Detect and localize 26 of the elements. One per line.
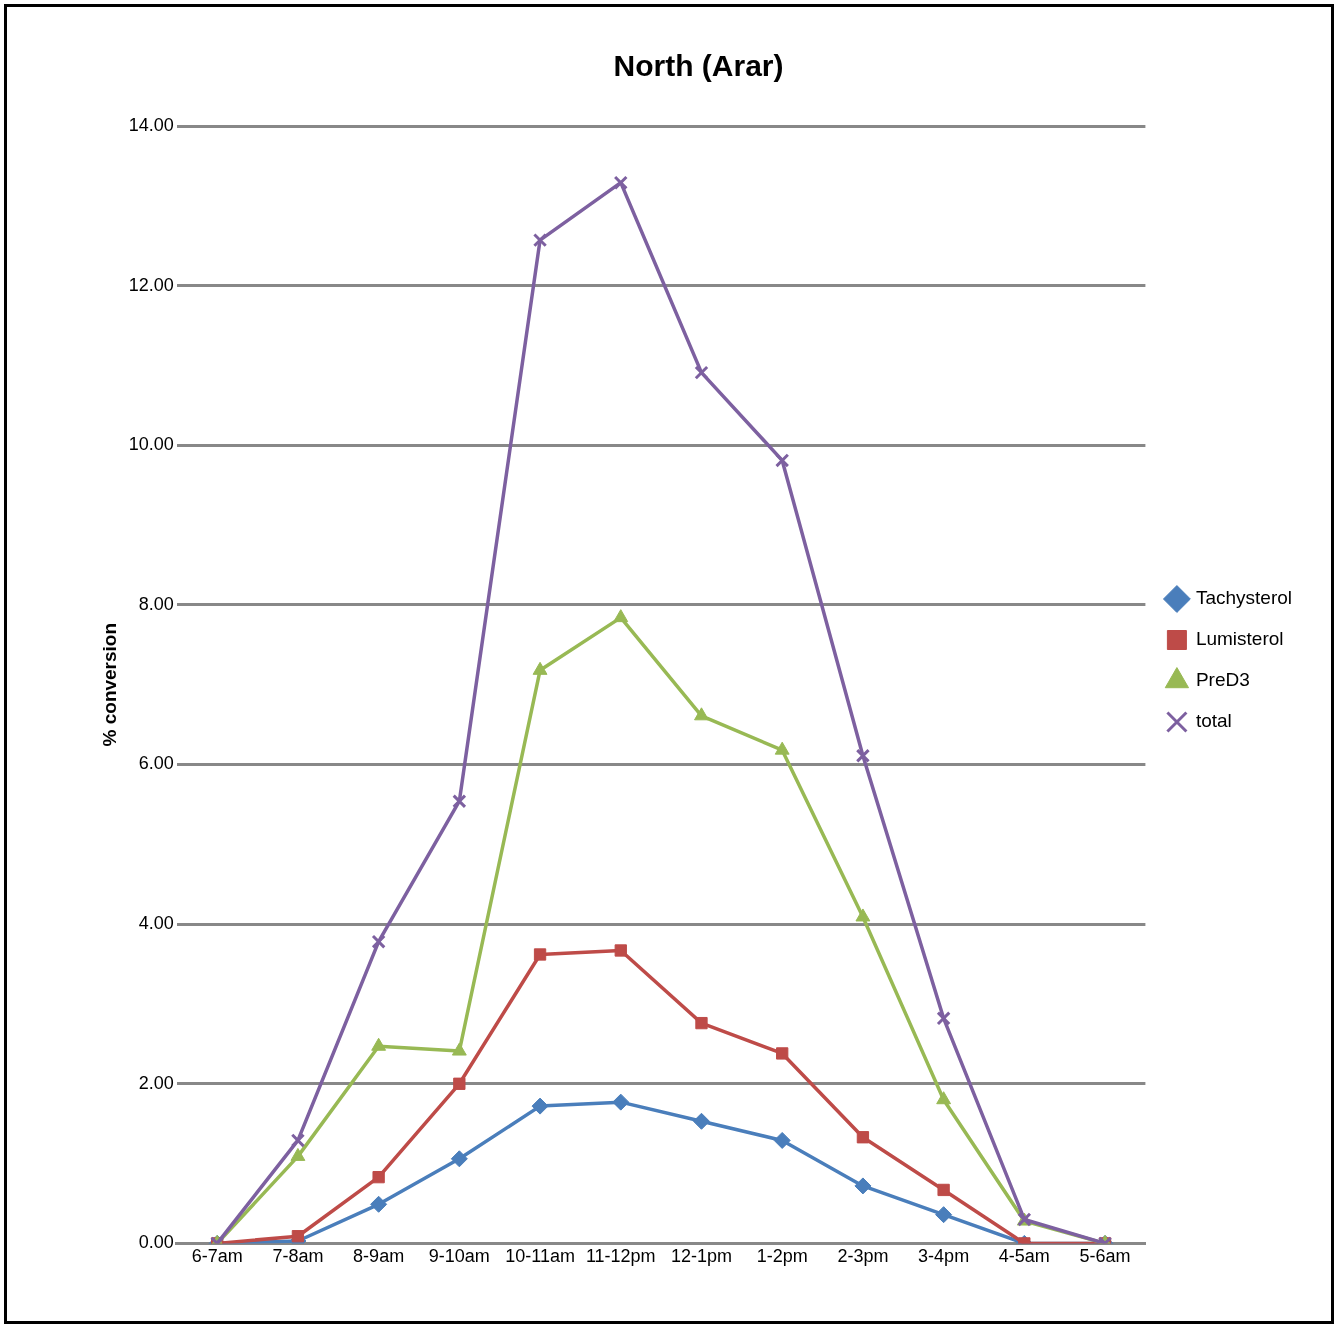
x-tick-label: 12-1pm: [670, 1246, 732, 1267]
x-tick-label: 5-6am: [1079, 1246, 1131, 1267]
legend-label: total: [1195, 710, 1232, 732]
x-tick-label: 3-4pm: [918, 1246, 970, 1267]
y-tick-label: 6.00: [138, 753, 174, 774]
legend-label: PreD3: [1195, 669, 1250, 691]
y-tick-label: 10.00: [128, 434, 174, 455]
legend-label: Tachysterol: [1195, 587, 1293, 609]
x-tick-label: 9-10am: [428, 1246, 490, 1267]
x-tick-label: 6-7am: [191, 1246, 243, 1267]
legend-label: Lumisterol: [1195, 628, 1284, 650]
x-tick-label: 11-12pm: [585, 1246, 656, 1267]
y-tick-label: 0.00: [138, 1232, 174, 1253]
x-tick-label: 8-9am: [353, 1246, 405, 1267]
y-tick-label: 8.00: [138, 593, 174, 614]
y-tick-label: 12.00: [128, 274, 174, 295]
x-tick-label: 4-5am: [998, 1246, 1050, 1267]
y-tick-label: 2.00: [138, 1072, 174, 1093]
x-tick-label: 1-2pm: [756, 1246, 808, 1267]
x-tick-label: 7-8am: [272, 1246, 324, 1267]
y-tick-label: 14.00: [128, 114, 174, 135]
y-axis-title: % conversion: [98, 622, 120, 747]
x-tick-label: 2-3pm: [837, 1246, 889, 1267]
x-tick-label: 10-11am: [505, 1246, 575, 1267]
chart-title: North (Arar): [613, 49, 784, 83]
y-tick-label: 4.00: [138, 913, 174, 934]
